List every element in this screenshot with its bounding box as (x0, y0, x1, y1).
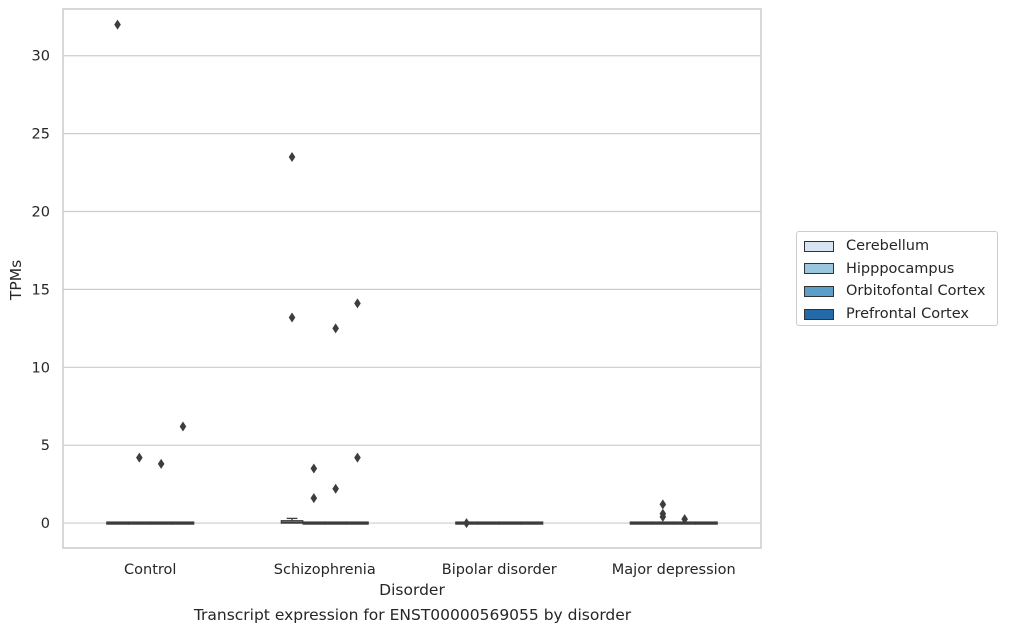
legend-item: Prefrontal Cortex (804, 303, 997, 326)
legend-label: Cerebellum (846, 238, 930, 255)
x-tick-label: Control (124, 562, 176, 578)
outlier-point (681, 514, 688, 525)
box-plot-series (106, 517, 718, 525)
outlier-point (354, 452, 361, 463)
legend-label: Hipppocampus (846, 260, 955, 277)
legend-item: Cerebellum (804, 235, 997, 258)
legend-swatch (804, 240, 834, 252)
plot-frame (62, 8, 762, 549)
y-tick-label: 5 (41, 438, 50, 454)
outlier-point (310, 493, 318, 504)
legend-item: Hipppocampus (804, 258, 997, 281)
y-tick-label: 0 (41, 516, 50, 532)
outlier-point (288, 151, 296, 162)
y-axis-label: TPMs (7, 260, 25, 301)
outlier-point (288, 312, 296, 323)
outlier-point (354, 298, 361, 309)
y-tick-labels: 0 5 10 15 20 25 30 (32, 49, 50, 532)
y-tick-label: 20 (32, 205, 50, 221)
y-tick-label: 30 (32, 49, 50, 65)
outlier-point (157, 458, 165, 469)
outlier-point (310, 463, 318, 474)
outlier-markers (114, 19, 688, 529)
legend-label: Prefrontal Cortex (846, 306, 969, 323)
x-tick-label: Schizophrenia (274, 562, 376, 578)
outlier-point (659, 499, 667, 510)
x-axis-label: Disorder (379, 581, 445, 599)
x-tick-labels: Control Schizophrenia Bipolar disorder Majo… (124, 562, 736, 578)
outlier-point (463, 518, 470, 529)
chart-caption: Transcript expression for ENST0000056905… (193, 606, 632, 624)
outlier-point (179, 421, 187, 432)
legend-swatch (804, 263, 834, 275)
y-tick-label: 25 (32, 127, 50, 143)
outlier-point (136, 452, 143, 463)
legend-swatch (804, 285, 834, 297)
x-tick-label: Major depression (612, 562, 736, 578)
x-tick-label: Bipolar disorder (442, 562, 557, 578)
gridlines (63, 55, 761, 524)
outlier-point (114, 19, 121, 30)
outlier-point (659, 511, 667, 522)
y-tick-label: 15 (32, 282, 50, 298)
legend-label: Orbitofontal Cortex (846, 283, 986, 300)
legend-swatch (804, 308, 834, 320)
outlier-point (332, 323, 339, 334)
legend-item: Orbitofontal Cortex (804, 280, 997, 303)
legend: Cerebellum Hipppocampus Orbitofontal Cor… (796, 231, 998, 326)
y-tick-label: 10 (32, 360, 50, 376)
outlier-point (332, 483, 339, 494)
